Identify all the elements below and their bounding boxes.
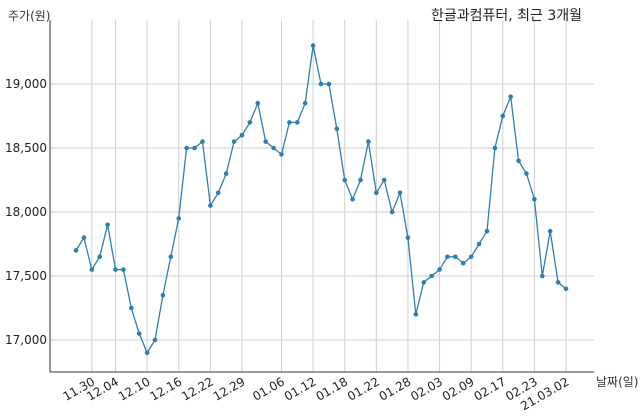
data-point	[389, 209, 395, 215]
data-point	[223, 171, 229, 176]
data-point	[500, 113, 506, 119]
data-point	[374, 190, 379, 196]
data-point	[113, 267, 118, 272]
data-point	[73, 248, 79, 253]
y-tick-label: 18,500	[5, 141, 47, 155]
data-point	[342, 177, 348, 183]
data-point	[176, 216, 182, 221]
data-point	[294, 120, 300, 125]
data-point	[287, 120, 292, 125]
data-point	[160, 292, 166, 298]
y-tick-label: 17,000	[5, 333, 47, 347]
data-point	[271, 145, 276, 151]
data-point	[105, 222, 110, 228]
data-point	[192, 145, 197, 151]
data-point	[255, 100, 261, 106]
data-point	[437, 267, 442, 272]
data-point	[563, 286, 569, 292]
data-point	[492, 145, 498, 151]
data-point	[310, 43, 316, 48]
data-point	[168, 254, 174, 260]
data-point	[397, 190, 403, 196]
data-point	[405, 235, 411, 240]
data-point	[366, 139, 371, 144]
data-point	[358, 177, 363, 183]
x-tick-label: 02.03	[408, 374, 445, 403]
data-point	[350, 196, 355, 202]
data-point	[476, 241, 482, 247]
y-axis-label: 주가(원)	[8, 9, 51, 23]
data-point	[279, 152, 284, 157]
x-tick-label: 01.12	[282, 374, 319, 403]
data-point	[326, 81, 332, 87]
data-point	[97, 254, 103, 260]
data-point	[413, 312, 419, 317]
data-point	[81, 235, 87, 240]
data-point	[231, 139, 237, 144]
x-tick-label: 12.10	[116, 374, 153, 403]
x-tick-label: 01.22	[345, 374, 382, 403]
x-tick-label: 01.18	[313, 374, 350, 403]
data-point	[208, 203, 213, 208]
data-point	[318, 81, 324, 87]
data-point	[136, 331, 142, 336]
data-point	[89, 267, 95, 272]
data-point	[215, 190, 221, 196]
data-point	[508, 94, 513, 100]
chart-title: 한글과컴퓨터, 최근 3개월	[430, 8, 582, 24]
data-point	[334, 126, 340, 132]
data-point	[547, 228, 553, 234]
data-point	[516, 158, 521, 164]
y-tick-label: 19,000	[5, 77, 47, 91]
data-point	[445, 254, 450, 260]
data-point	[302, 100, 308, 106]
x-tick-label: 12.22	[179, 374, 216, 403]
y-tick-label: 17,500	[5, 269, 47, 283]
data-point	[555, 280, 561, 285]
data-point	[429, 273, 434, 279]
data-point	[200, 139, 205, 144]
data-point	[468, 254, 474, 260]
data-point	[484, 228, 490, 234]
x-tick-label: 02.17	[472, 374, 509, 403]
y-tick-label: 18,000	[5, 205, 47, 219]
x-axis-label: 날짜(일)	[596, 375, 639, 389]
series-line	[75, 45, 567, 355]
x-tick-label: 12.29	[211, 374, 248, 403]
data-point	[263, 139, 268, 144]
data-point	[539, 273, 545, 279]
data-point	[184, 145, 189, 151]
data-point	[460, 260, 466, 266]
data-point	[247, 120, 253, 125]
data-point	[152, 337, 158, 343]
data-point	[453, 254, 458, 260]
data-point	[532, 196, 537, 202]
x-tick-label: 01.06	[250, 374, 287, 403]
x-tick-label: 02.09	[440, 374, 477, 403]
x-tick-label: 01.28	[377, 374, 414, 403]
data-point	[144, 350, 150, 356]
data-point	[381, 177, 387, 183]
data-point	[421, 280, 427, 285]
data-point	[121, 267, 126, 272]
data-point	[129, 305, 134, 311]
data-point	[524, 171, 529, 176]
x-tick-label: 12.16	[147, 374, 184, 403]
data-point	[239, 132, 245, 138]
